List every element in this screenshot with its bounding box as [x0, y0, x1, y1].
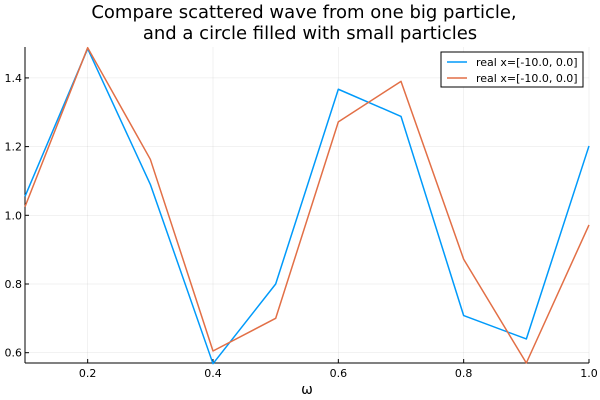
y-tick-label-4: 1.4 [5, 72, 23, 85]
series-line-0 [24, 47, 590, 365]
y-tick-label-3: 1.2 [5, 141, 23, 154]
axes [24, 47, 589, 364]
legend-label-1: real x=[-10.0, 0.0] [476, 72, 578, 85]
grid [25, 47, 590, 363]
legend-label-0: real x=[-10.0, 0.0] [476, 56, 578, 69]
x-tick-label-3: 0.8 [455, 367, 473, 380]
x-axis-label: ω [301, 382, 313, 398]
x-tick-label-0: 0.2 [79, 367, 97, 380]
x-tick-label-2: 0.6 [330, 367, 348, 380]
series-lines [24, 46, 590, 365]
series-line-1 [24, 46, 590, 364]
x-tick-label-1: 0.4 [204, 367, 222, 380]
y-tick-label-2: 1.0 [5, 209, 23, 222]
legend: real x=[-10.0, 0.0] real x=[-10.0, 0.0] [440, 51, 584, 88]
chart-title-line-2: and a circle filled with small particles [143, 23, 477, 44]
y-tick-label-1: 0.8 [5, 278, 23, 291]
x-ticks: 0.2 0.4 0.6 0.8 1.0 [79, 359, 598, 380]
legend-box [440, 51, 584, 88]
chart-title-line-1: Compare scattered wave from one big part… [91, 2, 516, 23]
x-tick-label-4: 1.0 [580, 367, 598, 380]
y-ticks: 0.6 0.8 1.0 1.2 1.4 [5, 72, 29, 360]
y-tick-label-0: 0.6 [5, 347, 23, 360]
